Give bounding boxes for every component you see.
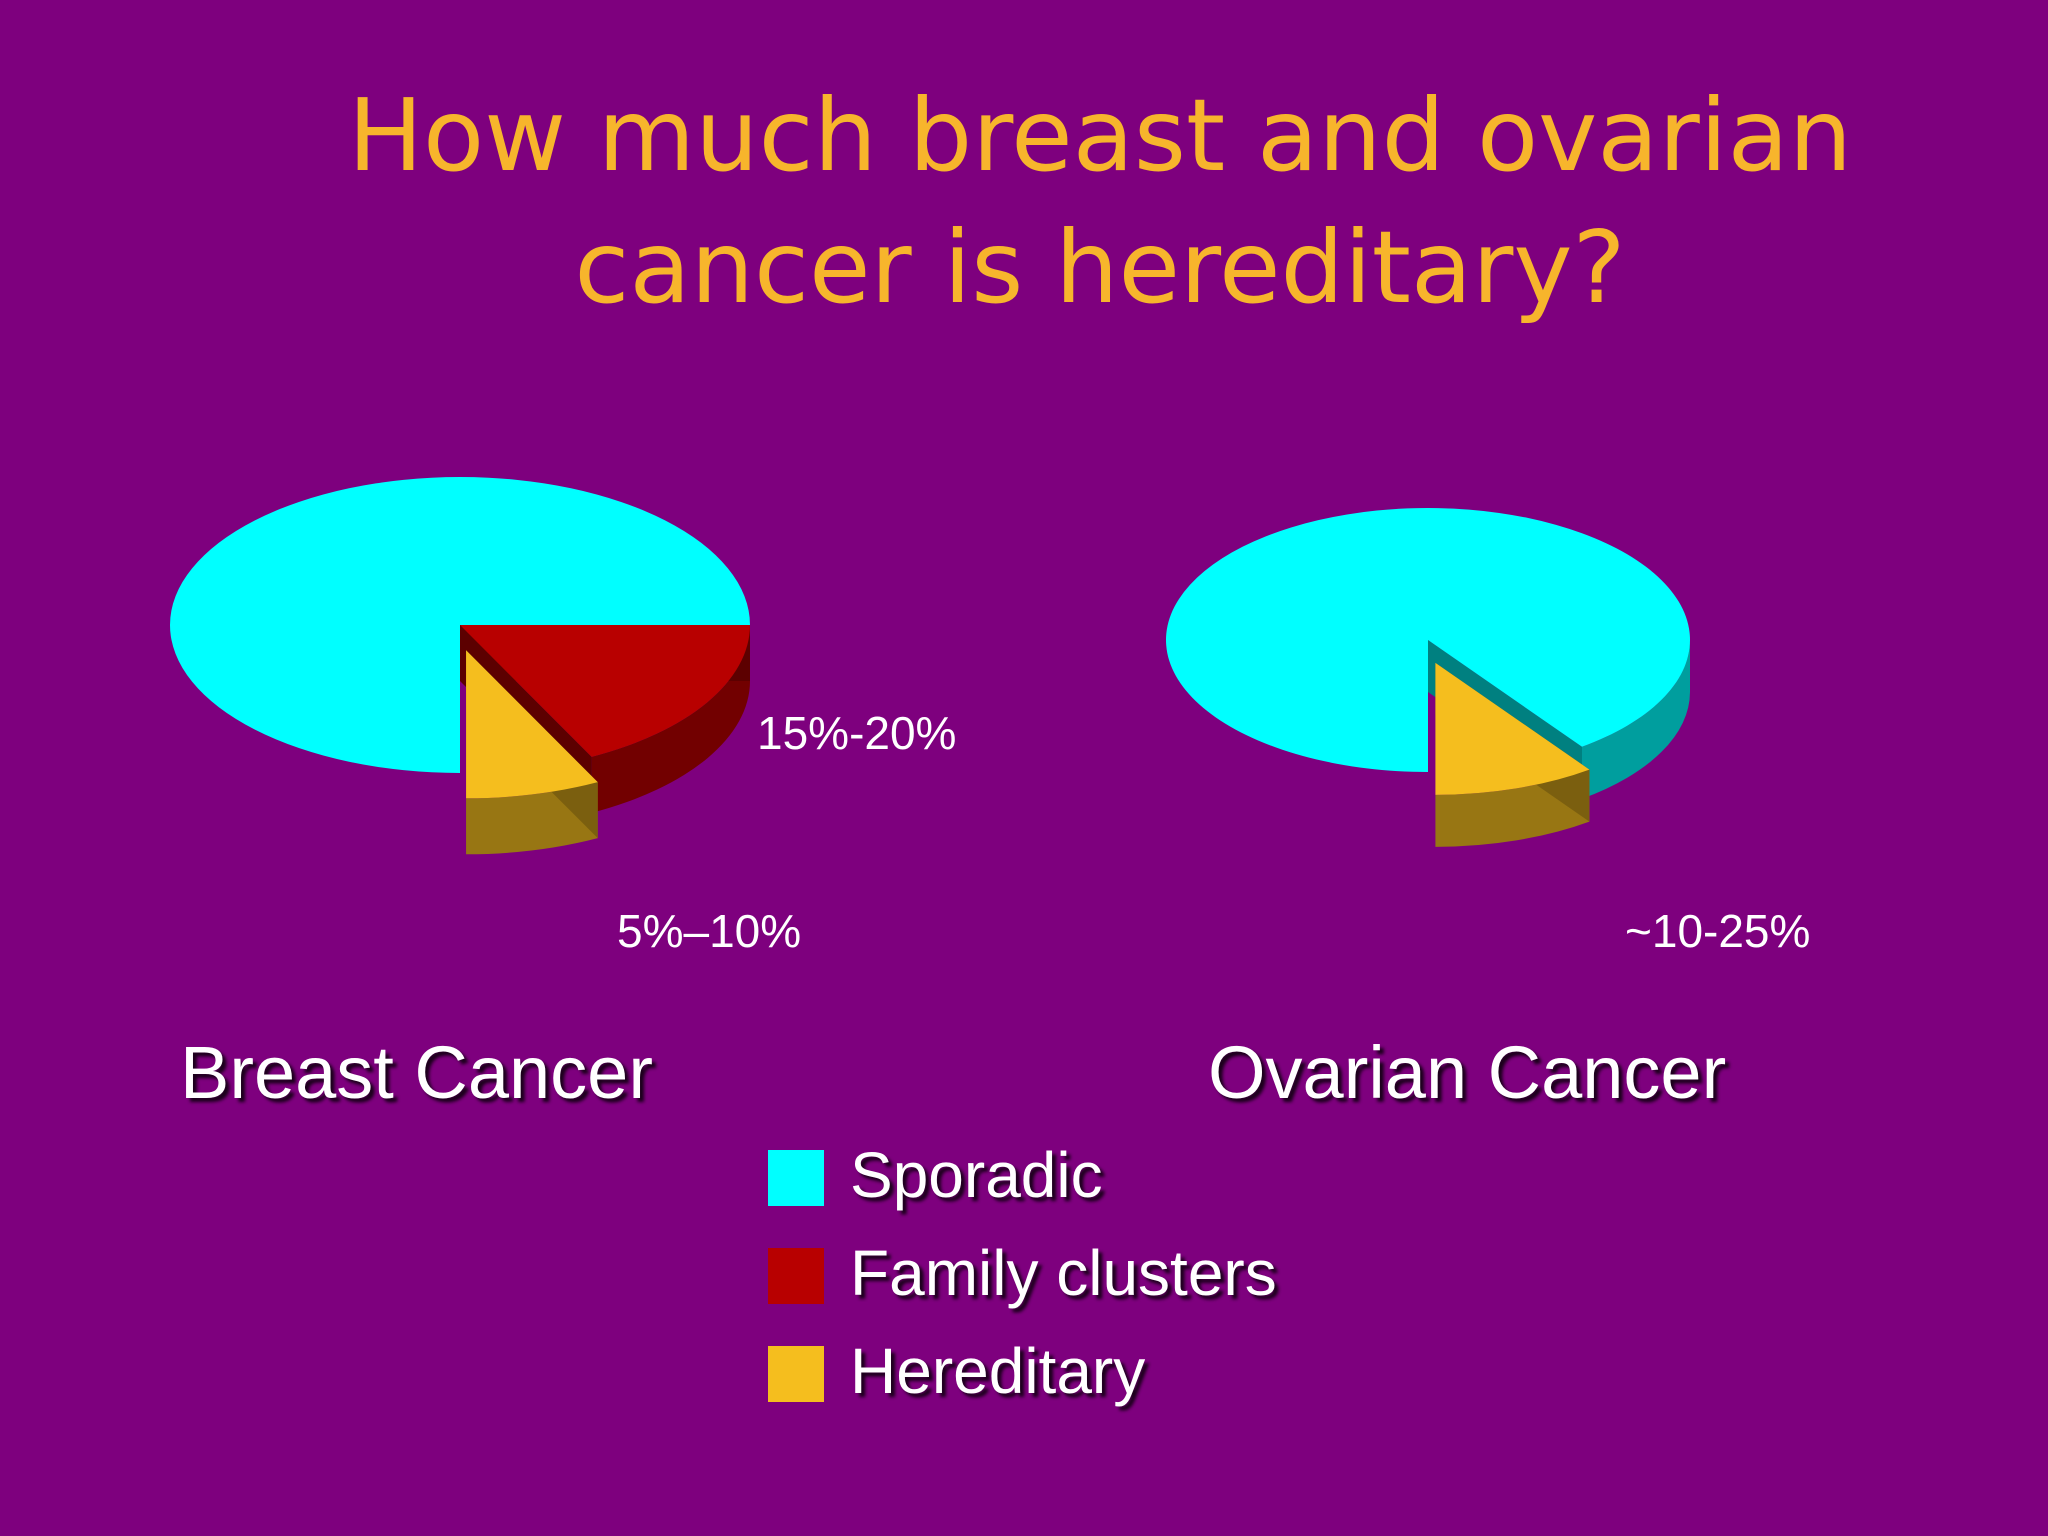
breast-cancer-slice-family-clusters-top [460, 625, 750, 757]
title-line-1: How much breast and ovarian [347, 77, 1853, 194]
breast-family-clusters-label: 15%-20% [757, 707, 957, 759]
ovarian-hereditary-label: ~10-25% [1625, 905, 1811, 957]
ovarian-cancer-title: Ovarian Cancer [1208, 1031, 1727, 1114]
legend-label-sporadic: Sporadic [850, 1139, 1103, 1211]
legend-swatch-sporadic [768, 1150, 824, 1206]
title-line-2: cancer is hereditary? [574, 209, 1626, 326]
breast-hereditary-label: 5%–10% [617, 905, 802, 957]
legend-swatch-family-clusters [768, 1248, 824, 1304]
ovarian-cancer-slice-hereditary [1435, 662, 1590, 847]
slide-title: How much breast and ovarian cancer is he… [160, 70, 2040, 334]
breast-cancer-title: Breast Cancer [180, 1031, 653, 1114]
ovarian-cancer-slice-sporadic-top [1166, 508, 1690, 772]
ovarian-cancer-slice-hereditary-top [1435, 662, 1590, 795]
ovarian-cancer-slice-sporadic-side [1581, 640, 1690, 799]
breast-cancer-slice-hereditary [466, 650, 598, 855]
breast-cancer-slice-hereditary-top [466, 650, 598, 799]
legend-swatch-hereditary [768, 1346, 824, 1402]
legend-label-hereditary: Hereditary [850, 1335, 1146, 1407]
breast-cancer-slice-family-clusters-side [591, 625, 750, 813]
ovarian-cancer-slice-sporadic [1166, 508, 1690, 799]
legend-label-family-clusters: Family clusters [850, 1237, 1277, 1309]
